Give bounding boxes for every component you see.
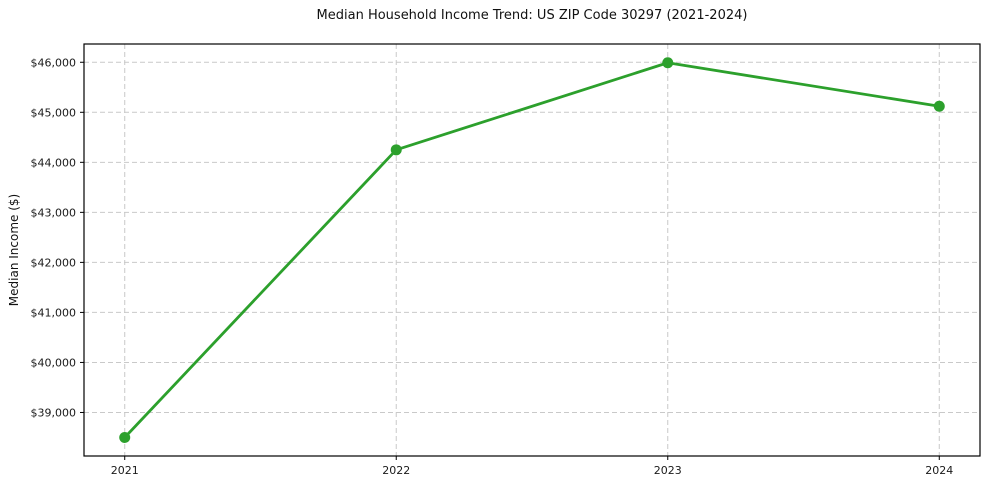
x-tick-label: 2022 <box>382 464 410 477</box>
y-tick-label: $41,000 <box>31 306 77 319</box>
x-tick-label: 2023 <box>654 464 682 477</box>
x-tick-label: 2024 <box>925 464 953 477</box>
data-point <box>119 431 131 443</box>
data-point <box>390 144 402 156</box>
y-tick-label: $43,000 <box>31 206 77 219</box>
y-tick-label: $45,000 <box>31 106 77 119</box>
data-point <box>933 100 945 112</box>
x-tick-label: 2021 <box>111 464 139 477</box>
plot-border <box>83 43 981 457</box>
y-tick-label: $46,000 <box>31 56 77 69</box>
y-tick-label: $39,000 <box>31 406 77 419</box>
chart-title: Median Household Income Trend: US ZIP Co… <box>316 8 748 23</box>
y-tick-label: $42,000 <box>31 256 77 269</box>
y-tick-label: $40,000 <box>31 356 77 369</box>
data-line <box>123 61 941 439</box>
data-point <box>662 57 674 69</box>
y-tick-label: $44,000 <box>31 156 77 169</box>
